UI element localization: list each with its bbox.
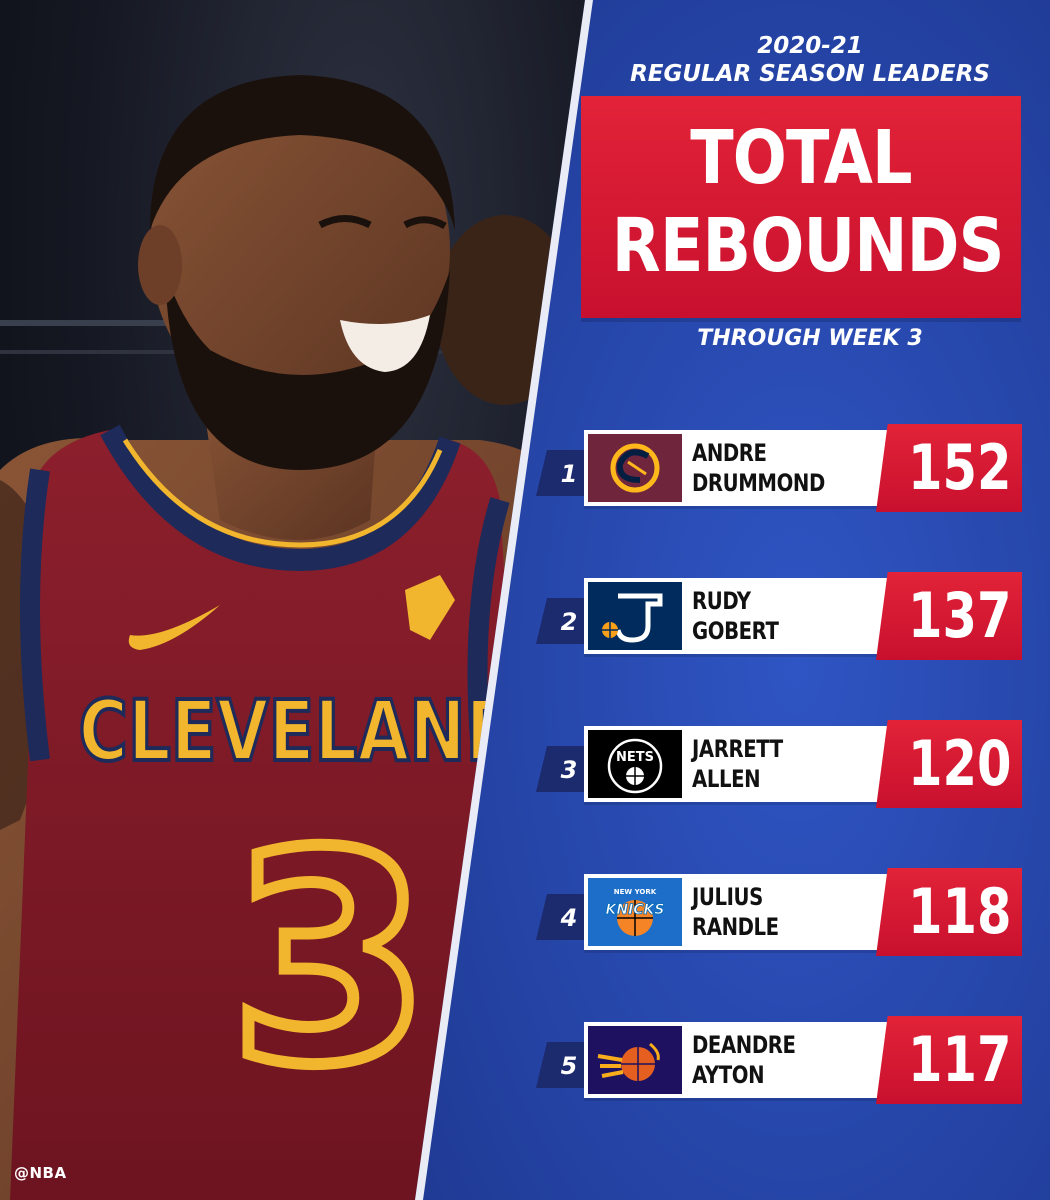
player-last-name: DRUMMOND [692, 469, 825, 497]
rank-number: 4 [560, 904, 578, 932]
leader-row: 5 DEANDRE AYTON 117 [536, 1016, 1022, 1104]
nets-logo-icon: NETS [588, 730, 682, 798]
leader-row: 2 RUDY GOBERT 137 [536, 572, 1022, 660]
cavaliers-logo-icon [588, 434, 682, 502]
leader-row: 4 NEW YORK KNICKS JULIUS RANDLE 118 [536, 868, 1022, 956]
title-line-2: REBOUNDS [611, 203, 1005, 289]
leader-row: 1 ANDRE DRUMMOND 152 [536, 424, 1022, 512]
suns-logo-icon [588, 1026, 682, 1094]
player-last-name: AYTON [692, 1061, 765, 1089]
jazz-logo-icon [588, 582, 682, 650]
player-last-name: GOBERT [692, 617, 779, 645]
rebound-total: 152 [908, 431, 1012, 504]
rank-number: 5 [560, 1052, 578, 1080]
rank-number: 3 [560, 756, 578, 784]
player-first-name: JARRETT [692, 735, 783, 763]
season-year: 2020-21 [757, 33, 863, 59]
stat-title: TOTAL REBOUNDS [581, 96, 1021, 318]
stat-box: 118 [876, 868, 1022, 956]
player-name: ANDRE DRUMMOND [692, 438, 882, 498]
player-first-name: JULIUS [692, 883, 763, 911]
nba-credit: @NBA [14, 1164, 67, 1182]
nets-wordmark: NETS [616, 750, 654, 765]
player-name: DEANDRE AYTON [692, 1030, 882, 1090]
player-last-name: ALLEN [692, 765, 761, 793]
player-name: JULIUS RANDLE [692, 882, 882, 942]
season-label: 2020-21 REGULAR SEASON LEADERS [600, 32, 1020, 88]
player-first-name: DEANDRE [692, 1031, 796, 1059]
stat-box: 120 [876, 720, 1022, 808]
subtitle: THROUGH WEEK 3 [697, 326, 923, 351]
player-first-name: ANDRE [692, 439, 767, 467]
rebound-total: 137 [908, 579, 1012, 652]
player-name: JARRETT ALLEN [692, 734, 882, 794]
stat-box: 137 [876, 572, 1022, 660]
knicks-wordmark: KNICKS [606, 902, 665, 918]
knicks-logo-icon: NEW YORK KNICKS [588, 878, 682, 946]
rebound-total: 120 [908, 727, 1012, 800]
stat-box: 152 [876, 424, 1022, 512]
knicks-city: NEW YORK [614, 888, 657, 896]
stat-box: 117 [876, 1016, 1022, 1104]
player-last-name: RANDLE [692, 913, 779, 941]
player-name: RUDY GOBERT [692, 586, 882, 646]
player-first-name: RUDY [692, 587, 751, 615]
rank-number: 1 [560, 460, 578, 488]
title-line-1: TOTAL [690, 115, 912, 201]
leader-row: 3 NETS JARRETT ALLEN 120 [536, 720, 1022, 808]
leaders-label: REGULAR SEASON LEADERS [630, 61, 990, 87]
rank-number: 2 [560, 608, 578, 636]
rebound-total: 118 [908, 875, 1012, 948]
rebound-total: 117 [908, 1023, 1012, 1096]
jersey-number: 3 [229, 792, 431, 1129]
